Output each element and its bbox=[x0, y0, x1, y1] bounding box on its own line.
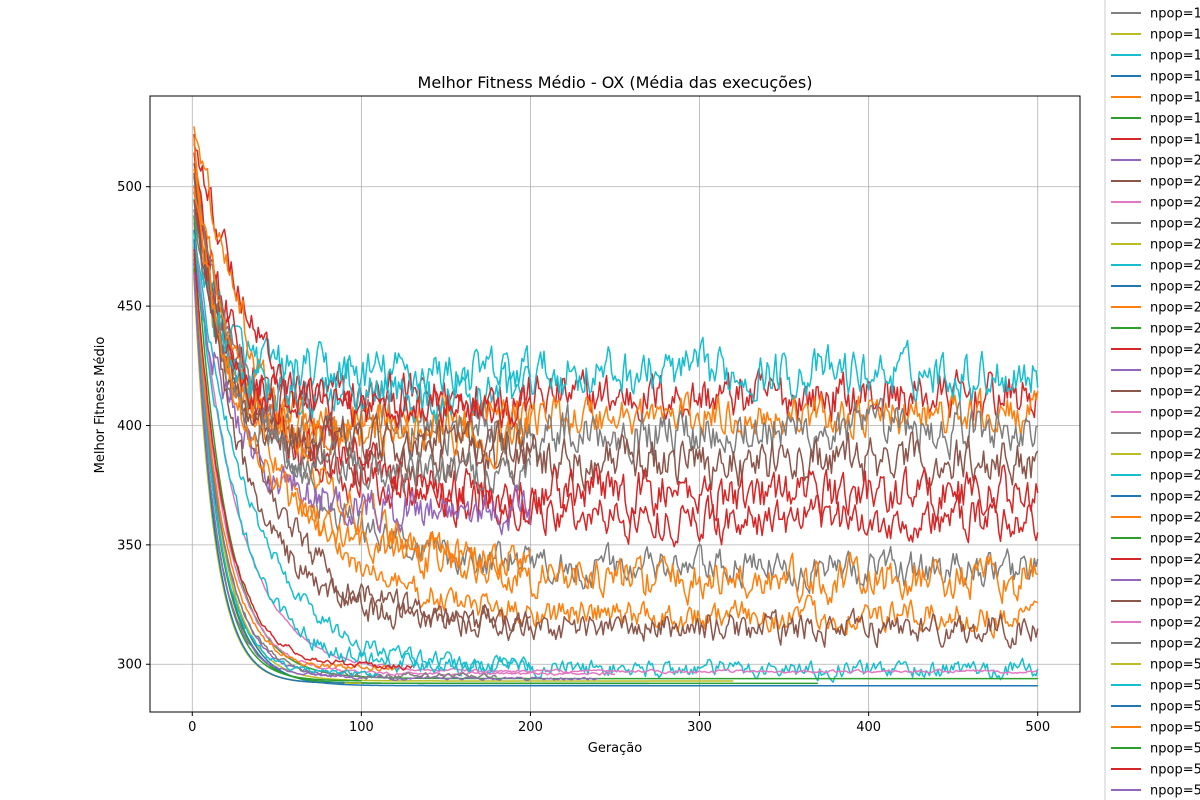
series-line-20 bbox=[193, 259, 532, 536]
series-line-21 bbox=[193, 186, 532, 581]
series-line-32 bbox=[193, 258, 345, 684]
legend-label: npop=2 bbox=[1150, 574, 1200, 589]
series-line-22 bbox=[193, 199, 531, 638]
series-line-26 bbox=[193, 258, 616, 677]
x-tick-label: 500 bbox=[1025, 720, 1050, 735]
legend-label: npop=5 bbox=[1150, 742, 1200, 757]
y-tick-label: 300 bbox=[117, 658, 142, 673]
legend-label: npop=2 bbox=[1150, 385, 1200, 400]
legend-label: npop=1 bbox=[1150, 133, 1200, 148]
series-line-29 bbox=[193, 269, 498, 680]
legend-label: npop=1 bbox=[1150, 91, 1200, 106]
legend-label: npop=2 bbox=[1150, 196, 1200, 211]
series-line-28 bbox=[193, 263, 599, 682]
x-tick-label: 200 bbox=[518, 720, 543, 735]
legend-label: npop=2 bbox=[1150, 217, 1200, 232]
legend-label: npop=2 bbox=[1150, 154, 1200, 169]
series-group bbox=[193, 126, 1039, 687]
series-line-18 bbox=[193, 172, 532, 471]
legend-box bbox=[1104, 0, 1200, 800]
legend-label: npop=5 bbox=[1150, 658, 1200, 673]
series-line-14 bbox=[193, 229, 1038, 687]
series-line-23 bbox=[193, 233, 532, 677]
legend-label: npop=2 bbox=[1150, 427, 1200, 442]
legend-label: npop=2 bbox=[1150, 595, 1200, 610]
y-tick-label: 500 bbox=[117, 180, 142, 195]
legend-label: npop=1 bbox=[1150, 49, 1200, 64]
series-line-6 bbox=[193, 143, 1039, 548]
legend-label: npop=2 bbox=[1150, 490, 1200, 505]
legend-label: npop=1 bbox=[1150, 7, 1200, 22]
series-line-36 bbox=[193, 272, 345, 678]
legend-label: npop=2 bbox=[1150, 343, 1200, 358]
y-tick-label: 450 bbox=[117, 300, 142, 315]
legend-label: npop=2 bbox=[1150, 469, 1200, 484]
legend-label: npop=1 bbox=[1150, 112, 1200, 127]
chart-title: Melhor Fitness Médio - OX (Média das exe… bbox=[418, 73, 813, 92]
series-line-5 bbox=[193, 152, 1039, 526]
legend-label: npop=2 bbox=[1150, 175, 1200, 190]
legend: npop=1 npop=1 npop=1 npop=1 npop=1 npop=1 npop… bbox=[1104, 0, 1200, 800]
legend-label: npop=2 bbox=[1150, 511, 1200, 526]
legend-label: npop=5 bbox=[1150, 784, 1200, 799]
x-tick-label: 400 bbox=[856, 720, 881, 735]
legend-label: npop=2 bbox=[1150, 448, 1200, 463]
x-axis-label: Geração bbox=[588, 741, 642, 756]
legend-label: npop=2 bbox=[1150, 637, 1200, 652]
legend-label: npop=5 bbox=[1150, 763, 1200, 778]
series-line-12 bbox=[193, 222, 1038, 675]
legend-label: npop=1 bbox=[1150, 70, 1200, 85]
y-tick-label: 400 bbox=[117, 419, 142, 434]
legend-label: npop=2 bbox=[1150, 259, 1200, 274]
series-line-35 bbox=[193, 249, 413, 671]
legend-label: npop=2 bbox=[1150, 553, 1200, 568]
legend-label: npop=2 bbox=[1150, 322, 1200, 337]
series-line-31 bbox=[193, 263, 379, 678]
legend-label: npop=2 bbox=[1150, 238, 1200, 253]
axes-frame bbox=[149, 95, 1081, 713]
legend-label: npop=1 bbox=[1150, 28, 1200, 43]
series-line-24 bbox=[193, 246, 734, 682]
legend-label: npop=2 bbox=[1150, 280, 1200, 295]
series-line-3 bbox=[193, 176, 1039, 465]
x-tick-label: 0 bbox=[188, 720, 196, 735]
legend-label: npop=2 bbox=[1150, 616, 1200, 631]
x-tick-label: 100 bbox=[349, 720, 374, 735]
legend-label: npop=2 bbox=[1150, 364, 1200, 379]
series-line-17 bbox=[193, 186, 532, 429]
series-line-33 bbox=[193, 253, 396, 672]
legend-label: npop=5 bbox=[1150, 700, 1200, 715]
legend-label: npop=2 bbox=[1150, 532, 1200, 547]
y-tick-label: 350 bbox=[117, 538, 142, 553]
legend-label: npop=2 bbox=[1150, 301, 1200, 316]
x-tick-label: 300 bbox=[687, 720, 712, 735]
legend-label: npop=5 bbox=[1150, 679, 1200, 694]
series-line-1 bbox=[193, 209, 1039, 405]
legend-label: npop=2 bbox=[1150, 406, 1200, 421]
y-axis-label: Melhor Fitness Médio bbox=[93, 337, 108, 474]
legend-label: npop=5 bbox=[1150, 721, 1200, 736]
